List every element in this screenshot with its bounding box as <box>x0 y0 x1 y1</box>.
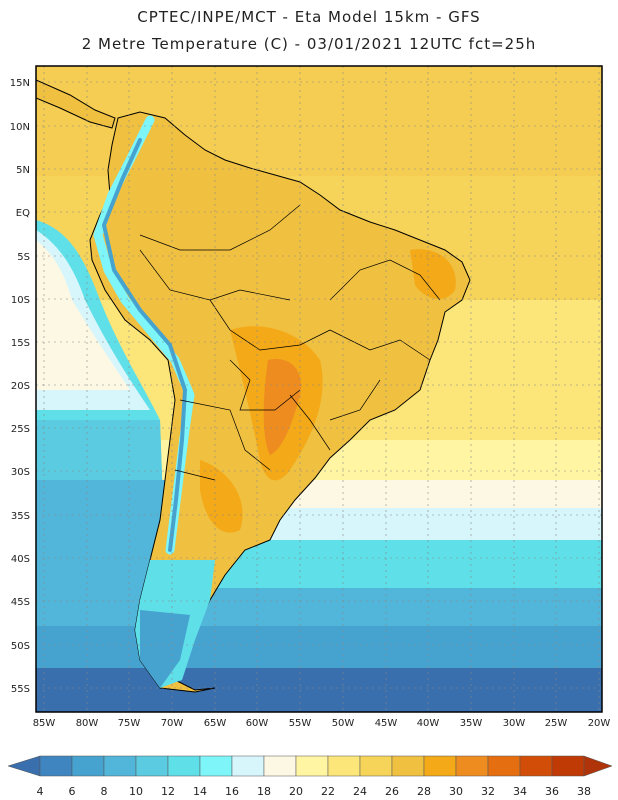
lat-label: 10N <box>10 122 30 133</box>
pacific-coastal-band <box>36 240 130 390</box>
longitude-labels: 85W 80W 75W 70W 65W 60W 55W 50W 45W 40W … <box>33 718 611 729</box>
graticule <box>36 66 602 712</box>
legend-swatch <box>423 755 457 777</box>
map-frame <box>35 65 603 713</box>
color-legend-labels: 4 6 8 10 12 14 16 18 20 22 24 26 28 30 3… <box>37 785 592 798</box>
lon-label: 20W <box>588 718 611 729</box>
color-legend-bar <box>7 755 613 777</box>
legend-swatch <box>39 755 73 777</box>
legend-arrow-high <box>583 755 613 777</box>
legend-label: 36 <box>545 785 559 798</box>
legend-label: 34 <box>513 785 527 798</box>
lon-label: 55W <box>289 718 312 729</box>
lon-label: 35W <box>460 718 483 729</box>
lat-label: 30S <box>11 467 30 478</box>
latitude-labels: 15N 10N 5N EQ 5S 10S 15S 20S 25S 30S 35S… <box>10 78 30 695</box>
lon-label: 30W <box>503 718 526 729</box>
legend-label: 14 <box>193 785 207 798</box>
legend-swatch <box>359 755 393 777</box>
legend-label: 32 <box>481 785 495 798</box>
map-title-line1: CPTEC/INPE/MCT - Eta Model 15km - GFS <box>137 8 481 26</box>
lat-label: 15N <box>10 78 30 89</box>
legend-swatch <box>327 755 361 777</box>
lat-label: EQ <box>16 208 30 219</box>
lon-label: 60W <box>246 718 269 729</box>
lon-label: 45W <box>375 718 398 729</box>
legend-label: 28 <box>417 785 431 798</box>
legend-label: 12 <box>161 785 175 798</box>
map-field <box>36 66 602 712</box>
lon-label: 75W <box>118 718 141 729</box>
lat-label: 35S <box>11 511 30 522</box>
legend-swatch <box>551 755 585 777</box>
legend-swatch <box>295 755 329 777</box>
legend-label: 30 <box>449 785 463 798</box>
map-title-line2: 2 Metre Temperature (C) - 03/01/2021 12U… <box>81 35 537 53</box>
lat-label: 45S <box>11 597 30 608</box>
patagonia-cold-zone <box>140 610 190 688</box>
legend-swatch <box>199 755 233 777</box>
lon-label: 80W <box>76 718 99 729</box>
legend-swatch <box>487 755 521 777</box>
lat-label: 50S <box>11 641 30 652</box>
legend-label: 22 <box>321 785 335 798</box>
legend-swatch <box>519 755 553 777</box>
legend-swatch <box>71 755 105 777</box>
lat-label: 25S <box>11 424 30 435</box>
argentina-warm-zone <box>200 460 243 533</box>
country-boundaries <box>139 204 441 481</box>
lat-label: 20S <box>11 381 30 392</box>
legend-label: 6 <box>69 785 76 798</box>
legend-label: 38 <box>577 785 591 798</box>
chaco-hottest-zone <box>263 359 301 455</box>
pacific-far-south-band <box>36 480 165 600</box>
legend-label: 24 <box>353 785 367 798</box>
lon-label: 25W <box>545 718 568 729</box>
legend-label: 18 <box>257 785 271 798</box>
central-america-land <box>36 79 116 129</box>
legend-label: 16 <box>225 785 239 798</box>
legend-swatch <box>231 755 265 777</box>
lat-label: 5N <box>16 165 30 176</box>
legend-label: 8 <box>101 785 108 798</box>
legend-arrow-low <box>7 755 41 777</box>
lon-label: 50W <box>332 718 355 729</box>
ocean-band-coldest <box>36 668 602 712</box>
lon-label: 85W <box>33 718 56 729</box>
lon-label: 70W <box>161 718 184 729</box>
legend-label: 4 <box>37 785 44 798</box>
lat-label: 55S <box>11 684 30 695</box>
andes-high-peaks <box>102 138 187 552</box>
legend-label: 10 <box>129 785 143 798</box>
legend-swatch <box>263 755 297 777</box>
lat-label: 40S <box>11 554 30 565</box>
lat-label: 5S <box>17 252 30 263</box>
ocean-band-colder <box>36 626 602 670</box>
legend-swatch <box>103 755 137 777</box>
lon-label: 65W <box>204 718 227 729</box>
legend-swatch <box>167 755 201 777</box>
legend-swatch <box>391 755 425 777</box>
lon-label: 40W <box>417 718 440 729</box>
northeast-hot-zone <box>410 249 456 300</box>
legend-swatch <box>135 755 169 777</box>
legend-label: 20 <box>289 785 303 798</box>
lat-label: 15S <box>11 338 30 349</box>
legend-swatch <box>455 755 489 777</box>
legend-label: 26 <box>385 785 399 798</box>
lat-label: 10S <box>11 295 30 306</box>
